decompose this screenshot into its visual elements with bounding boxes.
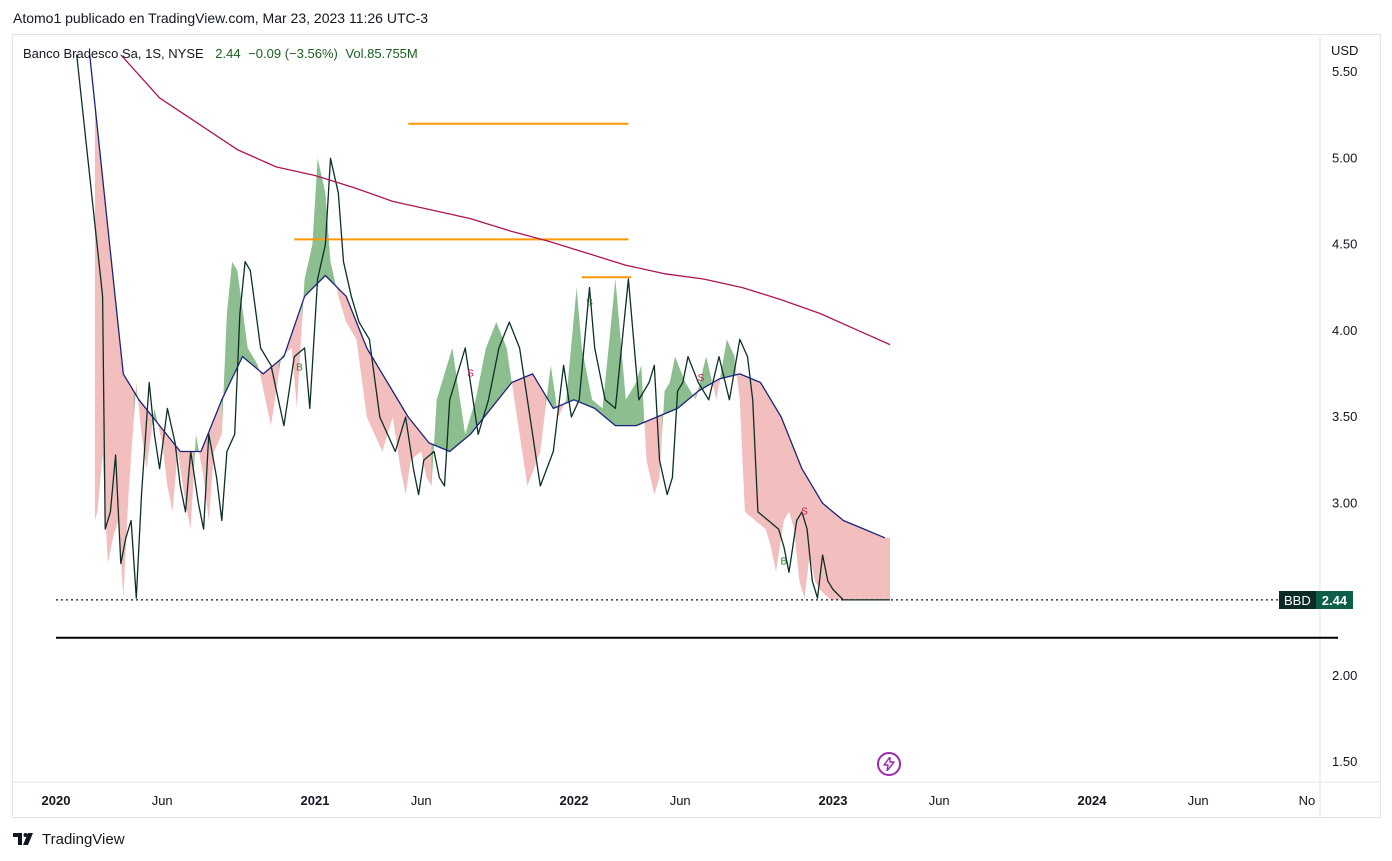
x-tick-label: Jun xyxy=(1188,793,1209,808)
x-tick-label: 2021 xyxy=(301,793,330,808)
bear-cloud-segment xyxy=(555,399,564,417)
bull-cloud-segment xyxy=(133,382,137,420)
legend-price: 2.44 xyxy=(215,46,241,61)
bull-cloud-segment xyxy=(221,261,258,435)
slow-ma-line xyxy=(120,54,891,346)
bear-cloud-segment xyxy=(335,284,432,495)
y-tick-label: 5.50 xyxy=(1332,64,1357,79)
bear-cloud-segment xyxy=(136,382,152,469)
lightning-glyph-icon xyxy=(883,757,895,771)
bull-cloud-segment xyxy=(431,322,512,486)
bear-cloud-segment xyxy=(157,419,194,530)
x-tick-label: Jun xyxy=(929,793,950,808)
price-tag-symbol: BBD xyxy=(1279,591,1316,609)
y-tick-label: 1.50 xyxy=(1332,754,1357,769)
y-tick-label: 2.00 xyxy=(1332,668,1357,683)
x-tick-label: 2024 xyxy=(1078,793,1108,808)
chart-legend: Banco Bradesco Sa, 1S, NYSE 2.44 −0.09 (… xyxy=(23,46,418,61)
sell-signal-label: S xyxy=(801,507,808,518)
y-tick-label: 4.50 xyxy=(1332,237,1357,252)
cloud-layer xyxy=(94,104,890,600)
bear-cloud-segment xyxy=(511,373,546,486)
legend-symbol-info: Banco Bradesco Sa, 1S, NYSE xyxy=(23,46,204,61)
y-tick-label: 3.00 xyxy=(1332,495,1357,510)
footer-brand-label: TradingView xyxy=(42,830,125,848)
bear-cloud-segment xyxy=(198,399,222,521)
levels-layer xyxy=(56,122,1344,639)
bull-cloud-segment xyxy=(695,356,712,400)
axes-layer xyxy=(13,35,1381,817)
bull-cloud-segment xyxy=(193,434,199,482)
publisher-header: Atomo1 publicado en TradingView.com, Mar… xyxy=(13,10,429,26)
bear-cloud-segment xyxy=(94,104,134,599)
x-tick-label: 2022 xyxy=(560,793,589,808)
tick-labels-layer: 5.50 5.00 4.50 4.00 3.50 3.00 2.00 1.50 2020 Jun 2… xyxy=(42,64,1358,808)
bull-cloud-segment xyxy=(545,365,556,409)
last-price-tag: BBD 2.44 xyxy=(1279,591,1354,609)
tradingview-logo-icon xyxy=(13,833,33,845)
signals-layer: B S B S B S xyxy=(296,298,808,568)
x-tick-label: Jun xyxy=(670,793,691,808)
price-tag-value: 2.44 xyxy=(1315,591,1354,609)
currency-label[interactable]: USD xyxy=(1331,43,1359,58)
bull-cloud-segment xyxy=(563,279,644,426)
legend-change: −0.09 (−3.56%) xyxy=(248,46,338,61)
bear-cloud-segment xyxy=(258,360,279,426)
tradingview-brand[interactable]: TradingView xyxy=(13,829,125,849)
y-tick-label: 5.00 xyxy=(1332,150,1357,165)
buy-signal-label: B xyxy=(586,298,593,309)
fast-ma-line xyxy=(89,54,886,539)
buy-signal-label: B xyxy=(780,556,787,567)
x-tick-label: Jun xyxy=(152,793,173,808)
y-tick-label: 4.00 xyxy=(1332,323,1357,338)
buy-signal-label: B xyxy=(296,362,303,373)
legend-volume: Vol.85.755M xyxy=(345,46,418,61)
x-tick-label: Jun xyxy=(411,793,432,808)
x-tick-label: 2023 xyxy=(819,793,848,808)
x-tick-label: No xyxy=(1299,793,1316,808)
bear-cloud-segment xyxy=(734,356,890,600)
price-line xyxy=(76,54,890,601)
chart-frame[interactable] xyxy=(12,34,1381,818)
lightning-icon[interactable] xyxy=(877,752,901,776)
y-tick-label: 3.50 xyxy=(1332,409,1357,424)
sell-signal-label: S xyxy=(698,373,705,384)
sell-signal-label: S xyxy=(467,369,474,380)
bear-cloud-segment xyxy=(283,303,302,409)
series-layer xyxy=(76,54,891,601)
x-tick-label: 2020 xyxy=(42,793,71,808)
